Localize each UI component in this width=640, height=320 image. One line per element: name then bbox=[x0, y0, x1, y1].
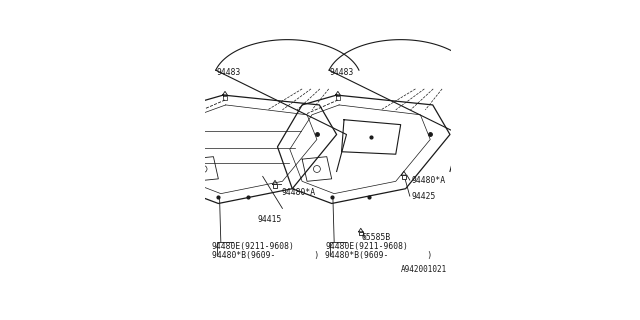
Text: 94483: 94483 bbox=[216, 68, 241, 76]
Text: 94480*B(9609-        ): 94480*B(9609- ) bbox=[212, 251, 319, 260]
Bar bbox=[402, 175, 406, 179]
Text: 94480*B(9609-        ): 94480*B(9609- ) bbox=[325, 251, 432, 260]
Bar bbox=[273, 184, 277, 188]
Text: 94480*A: 94480*A bbox=[412, 176, 446, 185]
Text: 94480E(9211-9608): 94480E(9211-9608) bbox=[325, 242, 408, 251]
Text: 94483: 94483 bbox=[330, 68, 355, 76]
Text: 65585B: 65585B bbox=[362, 234, 391, 243]
Text: 94480*A: 94480*A bbox=[281, 188, 316, 197]
Text: 94415: 94415 bbox=[258, 215, 282, 224]
Text: 94480E(9211-9608): 94480E(9211-9608) bbox=[212, 242, 294, 251]
Text: 94425: 94425 bbox=[412, 192, 436, 201]
Text: A942001021: A942001021 bbox=[401, 266, 447, 275]
Bar bbox=[359, 232, 362, 235]
